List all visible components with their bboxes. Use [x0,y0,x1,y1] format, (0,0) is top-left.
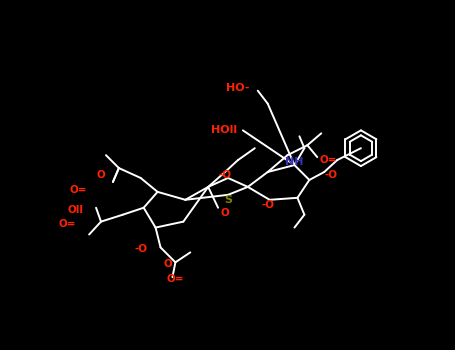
Text: S: S [224,195,232,205]
Text: O: O [96,170,106,180]
Text: -O: -O [261,200,274,210]
Text: HOll: HOll [211,125,237,135]
Text: O=: O= [167,274,184,284]
Text: -O: -O [135,244,147,254]
Text: Oll: Oll [67,205,83,215]
Text: O=: O= [59,219,76,229]
Text: O=: O= [319,155,337,165]
Text: NH: NH [284,157,303,167]
Text: O=: O= [70,185,87,195]
Text: -O: -O [324,170,337,180]
Text: O: O [163,259,172,269]
Text: HO-: HO- [226,83,250,93]
Text: O: O [221,208,229,218]
Text: -O: -O [218,170,231,180]
